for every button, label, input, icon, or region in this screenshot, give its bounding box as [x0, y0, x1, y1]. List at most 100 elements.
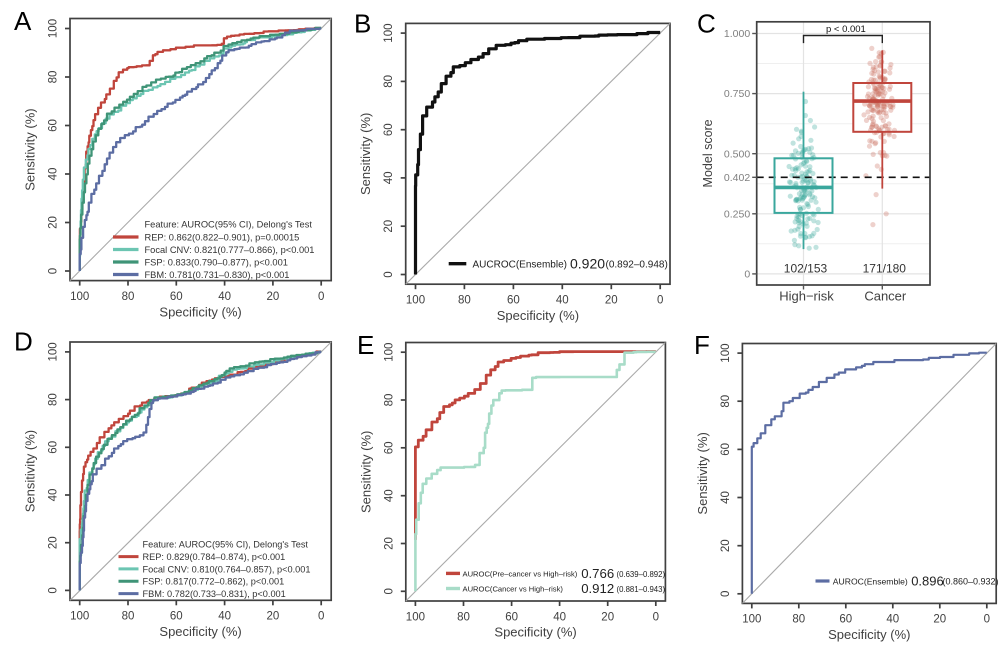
svg-text:0: 0	[984, 614, 990, 626]
svg-text:0: 0	[720, 591, 732, 597]
svg-text:High−risk: High−risk	[779, 289, 834, 304]
svg-text:20: 20	[48, 536, 60, 549]
svg-text:0.896: 0.896	[911, 574, 944, 589]
svg-text:60: 60	[839, 614, 852, 626]
svg-text:(0.639–0.892): (0.639–0.892)	[617, 570, 666, 579]
svg-text:80: 80	[720, 395, 732, 408]
svg-text:(0.881–0.943): (0.881–0.943)	[617, 585, 666, 594]
svg-text:100: 100	[406, 295, 425, 307]
svg-text:80: 80	[122, 291, 135, 303]
svg-text:0: 0	[318, 611, 324, 623]
svg-text:100: 100	[383, 24, 395, 43]
svg-text:60: 60	[48, 441, 60, 454]
svg-text:60: 60	[383, 441, 395, 454]
svg-text:Focal CNV: 0.810(0.764–0.857),: Focal CNV: 0.810(0.764–0.857), p<0.001	[143, 564, 311, 574]
svg-text:20: 20	[267, 291, 280, 303]
svg-text:171/180: 171/180	[863, 262, 907, 276]
svg-text:0: 0	[383, 271, 395, 277]
svg-text:40: 40	[383, 172, 395, 185]
svg-text:0.750: 0.750	[724, 88, 750, 100]
svg-text:102/153: 102/153	[784, 262, 828, 276]
svg-text:D: D	[14, 327, 33, 357]
svg-text:100: 100	[70, 291, 89, 303]
svg-text:40: 40	[48, 168, 60, 181]
svg-text:FBM: 0.781(0.731–0.830), p<0.0: FBM: 0.781(0.731–0.830), p<0.001	[145, 270, 290, 280]
svg-text:0.912: 0.912	[581, 581, 614, 596]
svg-text:E: E	[357, 330, 374, 360]
svg-text:20: 20	[383, 537, 395, 550]
svg-text:FSP: 0.833(0.790–0.877), p<0.0: FSP: 0.833(0.790–0.877), p<0.001	[145, 257, 288, 267]
svg-text:(0.892–0.948): (0.892–0.948)	[606, 259, 668, 270]
svg-text:Sensitivity (%): Sensitivity (%)	[23, 108, 38, 190]
svg-text:40: 40	[886, 614, 899, 626]
svg-text:Cancer: Cancer	[864, 289, 907, 304]
svg-text:Specificity (%): Specificity (%)	[828, 627, 910, 642]
svg-text:B: B	[354, 9, 371, 39]
svg-text:0: 0	[383, 588, 395, 594]
svg-text:80: 80	[48, 71, 60, 84]
svg-text:0.766: 0.766	[581, 566, 614, 581]
svg-text:60: 60	[170, 611, 183, 623]
svg-text:REP: 0.829(0.784–0.874), p<0.0: REP: 0.829(0.784–0.874), p<0.001	[143, 552, 286, 562]
svg-text:1.000: 1.000	[724, 28, 750, 40]
svg-text:20: 20	[605, 295, 618, 307]
svg-text:Specificity (%): Specificity (%)	[159, 304, 241, 319]
svg-text:80: 80	[457, 611, 470, 623]
svg-text:100: 100	[720, 344, 732, 363]
svg-text:20: 20	[48, 216, 60, 229]
svg-text:Specificity (%): Specificity (%)	[494, 625, 576, 640]
svg-text:80: 80	[792, 614, 805, 626]
svg-text:100: 100	[70, 611, 89, 623]
svg-text:80: 80	[383, 394, 395, 407]
svg-text:0: 0	[318, 291, 324, 303]
svg-text:Sensitivity (%): Sensitivity (%)	[695, 432, 710, 514]
svg-text:F: F	[694, 330, 710, 360]
svg-text:80: 80	[383, 75, 395, 88]
svg-text:0: 0	[653, 611, 659, 623]
svg-text:Sensitivity (%): Sensitivity (%)	[358, 431, 373, 513]
svg-text:AUROC(Pre–cancer vs High–risk): AUROC(Pre–cancer vs High–risk)	[463, 569, 578, 578]
svg-text:0: 0	[48, 587, 60, 593]
svg-text:A: A	[14, 6, 32, 36]
svg-text:0: 0	[48, 268, 60, 274]
svg-text:0.500: 0.500	[724, 148, 750, 160]
svg-text:60: 60	[507, 295, 520, 307]
svg-text:0.250: 0.250	[724, 208, 750, 220]
svg-text:0: 0	[744, 269, 750, 281]
svg-text:20: 20	[720, 539, 732, 552]
svg-text:20: 20	[601, 611, 614, 623]
svg-text:0.402: 0.402	[724, 172, 750, 184]
svg-text:(0.860–0.932): (0.860–0.932)	[943, 577, 999, 587]
svg-text:Specificity (%): Specificity (%)	[159, 624, 241, 639]
svg-text:FSP: 0.817(0.772–0.862), p<0.0: FSP: 0.817(0.772–0.862), p<0.001	[143, 577, 285, 587]
svg-text:REP: 0.862(0.822–0.901), p=0.0: REP: 0.862(0.822–0.901), p=0.00015	[145, 232, 300, 242]
svg-text:60: 60	[170, 291, 183, 303]
svg-text:60: 60	[48, 119, 60, 132]
svg-text:0: 0	[657, 295, 663, 307]
svg-text:100: 100	[742, 614, 761, 626]
svg-text:Focal CNV: 0.821(0.777–0.866),: Focal CNV: 0.821(0.777–0.866), p<0.001	[145, 245, 315, 255]
svg-text:40: 40	[720, 491, 732, 504]
svg-text:20: 20	[383, 220, 395, 233]
svg-text:0.920: 0.920	[570, 255, 605, 271]
svg-text:FBM: 0.782(0.733–0.831), p<0.0: FBM: 0.782(0.733–0.831), p<0.001	[143, 589, 286, 599]
svg-text:20: 20	[267, 611, 280, 623]
svg-text:Feature: AUROC(95% CI), Delong: Feature: AUROC(95% CI), Delong's Test	[143, 540, 309, 550]
svg-text:100: 100	[406, 611, 425, 623]
svg-text:60: 60	[720, 443, 732, 456]
svg-text:40: 40	[218, 611, 231, 623]
svg-text:40: 40	[48, 489, 60, 502]
svg-text:40: 40	[218, 291, 231, 303]
svg-text:20: 20	[933, 614, 946, 626]
svg-text:Model score: Model score	[701, 119, 715, 187]
svg-text:40: 40	[383, 489, 395, 502]
svg-text:80: 80	[458, 295, 471, 307]
svg-text:40: 40	[553, 611, 566, 623]
svg-text:Sensitivity (%): Sensitivity (%)	[358, 113, 373, 195]
svg-text:C: C	[697, 9, 716, 39]
svg-text:Feature: AUROC(95% CI), Delong: Feature: AUROC(95% CI), Delong's Test	[145, 219, 313, 229]
svg-text:100: 100	[48, 19, 60, 38]
svg-text:40: 40	[556, 295, 569, 307]
svg-text:p < 0.001: p < 0.001	[826, 24, 866, 35]
svg-text:80: 80	[48, 393, 60, 406]
